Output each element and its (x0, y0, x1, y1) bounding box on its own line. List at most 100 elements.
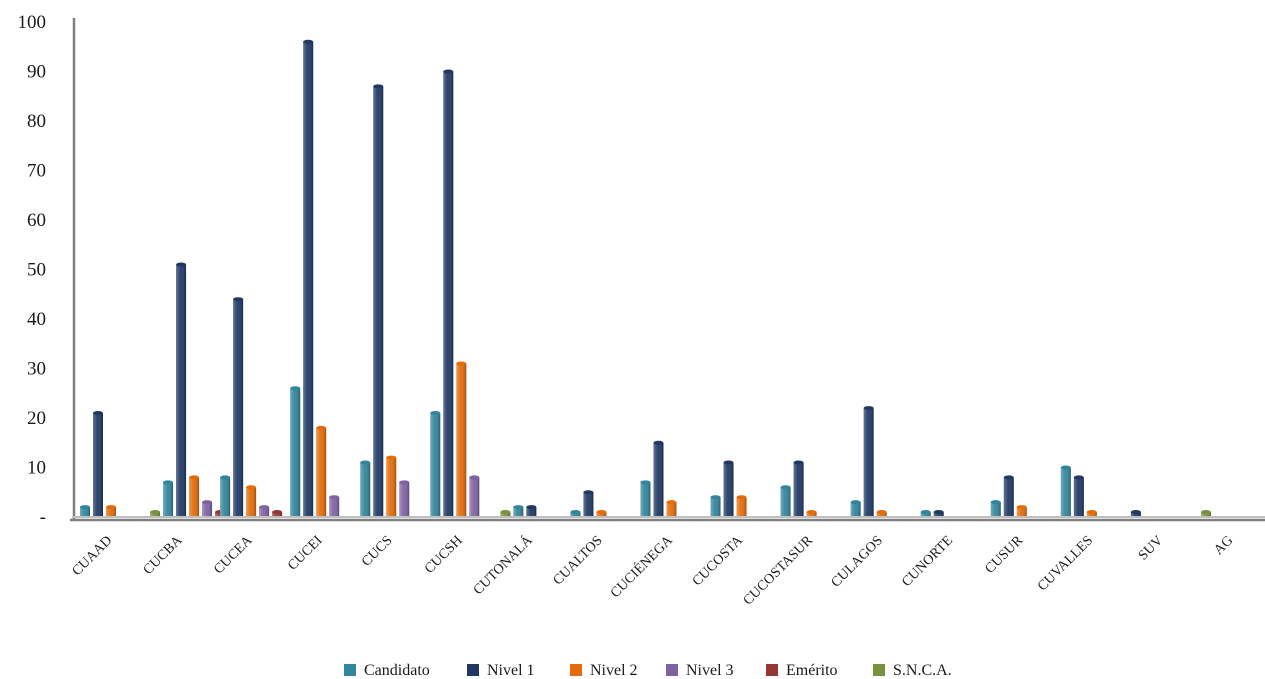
bar-shade (863, 408, 874, 517)
legend-label: Nivel 3 (686, 662, 734, 679)
bar-shade (443, 71, 454, 517)
bar-cap (202, 500, 213, 505)
bar-cap (570, 510, 581, 515)
bar-shade (1086, 512, 1097, 517)
bar-cap (386, 455, 397, 460)
bar-cap (653, 440, 664, 445)
legend-item-candidato: Candidato (344, 662, 430, 679)
bar-cap (1200, 510, 1211, 515)
bar-shade (920, 512, 931, 517)
bar-cap (723, 460, 734, 465)
category-group-cucba (150, 262, 226, 517)
bar-shade (303, 41, 314, 518)
bar-shade (666, 502, 677, 517)
bar-shade (640, 482, 651, 517)
bar-cap (373, 84, 384, 89)
category-group-culagos (850, 406, 887, 517)
bar-shade (1003, 477, 1014, 517)
bar-cap (456, 361, 467, 366)
bar-cap (1086, 510, 1097, 515)
bar-cap (526, 505, 537, 510)
bar-cap (736, 495, 747, 500)
bar-cap (469, 475, 480, 480)
bar-shade (596, 512, 607, 517)
bar-shade (399, 482, 410, 517)
y-tick-label: 20 (27, 408, 46, 429)
bar-shade (233, 299, 244, 517)
bar-cap (513, 505, 524, 510)
chart-axes (70, 18, 1265, 522)
bar-shade (106, 507, 116, 517)
bar-shade (163, 482, 174, 517)
bar-cap (710, 495, 721, 500)
bar-shade (1060, 467, 1071, 517)
category-group-cucea (220, 297, 283, 517)
bar-cap (1130, 510, 1141, 515)
x-tick-label: CUNORTE (899, 533, 956, 590)
bar-shade (583, 492, 594, 517)
category-group-cucienega (640, 440, 677, 517)
y-tick-label: 30 (27, 359, 46, 380)
bar-cap (80, 505, 90, 510)
x-tick-label: CUAAD (70, 533, 116, 579)
x-axis-labels: CUAAD CUCBA CUCEA CUCEI CUCS CUCSH CUTONALÁ CUA… (70, 531, 1237, 608)
bar-shade (456, 363, 467, 517)
bar-shade (1130, 512, 1141, 517)
legend-label: S.N.C.A. (893, 662, 952, 679)
x-tick-label: CUCOSTASUR (741, 533, 817, 609)
chart-legend: Candidato Nivel 1 Nivel 2 Nivel 3 Emérito S.N… (344, 662, 952, 679)
bar-cap (430, 411, 441, 416)
bar-cap (176, 262, 187, 267)
category-group-cualtos (570, 490, 607, 517)
x-tick-label: AG (1211, 533, 1236, 558)
category-group-cucsh (430, 69, 480, 517)
category-group-cusur (990, 475, 1027, 517)
bar-cap (793, 460, 804, 465)
bar-shade (933, 512, 944, 517)
bar-shade (1016, 507, 1027, 517)
bar-shade (990, 502, 1001, 517)
x-tick-label: CUALTOS (551, 533, 606, 588)
bar-shade (513, 507, 524, 517)
bar-cap (189, 475, 200, 480)
bar-shade (736, 497, 747, 517)
bar-shade (80, 507, 90, 517)
legend-swatch (570, 664, 582, 676)
bar-cap (163, 480, 174, 485)
bar-shade (1073, 477, 1084, 517)
bar-shade (316, 427, 327, 517)
bar-cap (1003, 475, 1014, 480)
legend-swatch (766, 664, 778, 676)
bar-cap (640, 480, 651, 485)
y-tick-label: 10 (27, 458, 46, 479)
bar-shade (220, 477, 231, 517)
x-tick-label: CULAGOS (829, 533, 886, 590)
bar-shade (329, 497, 340, 517)
legend-swatch (666, 664, 678, 676)
legend-swatch (873, 664, 885, 676)
x-tick-label: CUVALLES (1035, 533, 1096, 594)
bar-shade (93, 413, 103, 517)
x-tick-label: CUTONALÁ (469, 531, 536, 598)
category-group-cutonala (500, 505, 537, 517)
y-tick-label: 70 (27, 161, 46, 182)
y-axis-ticks: - 10 20 30 40 50 60 70 80 90 100 (18, 12, 47, 528)
bar-shade (386, 457, 397, 517)
legend-swatch (344, 664, 356, 676)
x-tick-label: CUCEA (211, 533, 256, 578)
bar-cap (316, 425, 327, 430)
legend-item-nivel-1: Nivel 1 (467, 662, 535, 679)
legend-item-nivel-2: Nivel 2 (570, 662, 638, 679)
bar-shade (272, 512, 283, 517)
bar-shade (246, 487, 257, 517)
bar-cap (220, 475, 231, 480)
legend-label: Nivel 1 (487, 662, 535, 679)
bar-cap (93, 411, 103, 416)
y-tick-label: - (40, 507, 46, 528)
bar-shade (1200, 512, 1211, 517)
bar-cap (150, 510, 161, 515)
bar-cap (1016, 505, 1027, 510)
y-tick-label: 100 (18, 12, 47, 33)
bar-cap (443, 69, 454, 74)
